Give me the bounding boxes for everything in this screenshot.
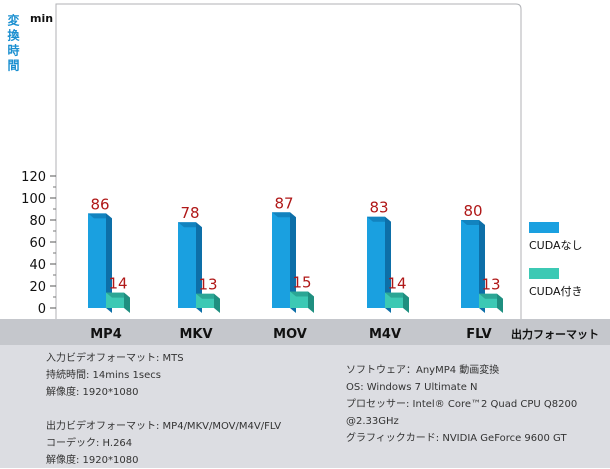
data-label: 83 [369,199,388,217]
info-line: 持続時間: 14mins 1secs [46,370,161,381]
bar-top [196,293,220,299]
data-label: 86 [90,195,109,213]
info-panel-bg [0,343,610,468]
bar-top [385,292,409,298]
data-label: 14 [108,275,127,293]
bar-top [367,216,391,222]
data-label: 14 [387,275,406,293]
data-label: 78 [180,204,199,222]
y-axis-unit: min [30,12,53,25]
bar-top [106,292,130,298]
bar-side [106,213,112,313]
bar-side [385,216,391,313]
info-right: ソフトウェア：AnyMP4 動画変換 OS: Windows 7 Ultimat… [346,362,577,447]
bar-side [290,212,296,313]
bar-top [272,212,296,218]
bar-top [178,222,202,228]
y-tick-label: 60 [29,236,46,251]
info-line: グラフィックカード: NVIDIA GeForce 9600 GT [346,433,567,444]
info-line: 解像度: 1920*1080 [46,455,139,466]
x-tick-label: MOV [273,327,307,342]
info-line: 出力ビデオフォーマット: MP4/MKV/MOV/M4V/FLV [46,421,282,432]
bar-top [479,293,503,299]
x-tick-label: M4V [369,327,401,342]
x-tick-label: MKV [179,327,212,342]
y-tick-label: 120 [21,170,46,185]
legend-swatch [529,268,559,279]
y-axis-title: 変換時間 [6,13,20,74]
info-line: 入力ビデオフォーマット: MTS [46,353,184,364]
info-line [46,401,281,418]
bar [178,222,196,308]
bar-side [308,291,314,313]
bar-side [479,220,485,313]
y-tick-label: 20 [29,280,46,295]
y-tick-label: 100 [21,192,46,207]
bar-side [124,292,130,313]
plot-frame [55,3,522,319]
x-axis-band [0,319,610,345]
x-axis-title: 出力フォーマット [511,327,599,341]
bar [88,213,106,308]
info-line: ソフトウェア：AnyMP4 動画変換 [346,365,500,376]
bar [461,220,479,308]
bar-side [196,222,202,313]
bar [367,216,385,308]
data-label: 13 [481,276,500,294]
x-tick-label: MP4 [90,327,122,342]
data-label: 13 [198,276,217,294]
data-label: 15 [292,274,311,292]
data-label: 87 [274,194,293,212]
bar-top [88,213,112,219]
x-tick-label: FLV [466,327,491,342]
info-left: 入力ビデオフォーマット: MTS 持続時間: 14mins 1secs 解像度:… [46,350,281,469]
y-tick-label: 40 [29,258,46,273]
data-label: 80 [463,202,482,220]
info-line: @2.33GHz [346,416,399,427]
y-tick-label: 80 [29,214,46,229]
bar [272,212,290,308]
legend-label: CUDA付き [529,285,583,298]
legend-label: CUDAなし [529,239,583,252]
info-line: 解像度: 1920*1080 [46,387,139,398]
info-line: OS: Windows 7 Ultimate N [346,382,478,393]
legend-swatch [529,222,559,233]
bar-top [461,220,485,225]
bar-side [403,292,409,313]
y-tick-label: 0 [38,302,46,317]
bar-top [290,291,314,297]
info-line: コーデック: H.264 [46,438,133,449]
info-line: プロセッサー: Intel® Core™2 Quad CPU Q8200 [346,399,578,410]
